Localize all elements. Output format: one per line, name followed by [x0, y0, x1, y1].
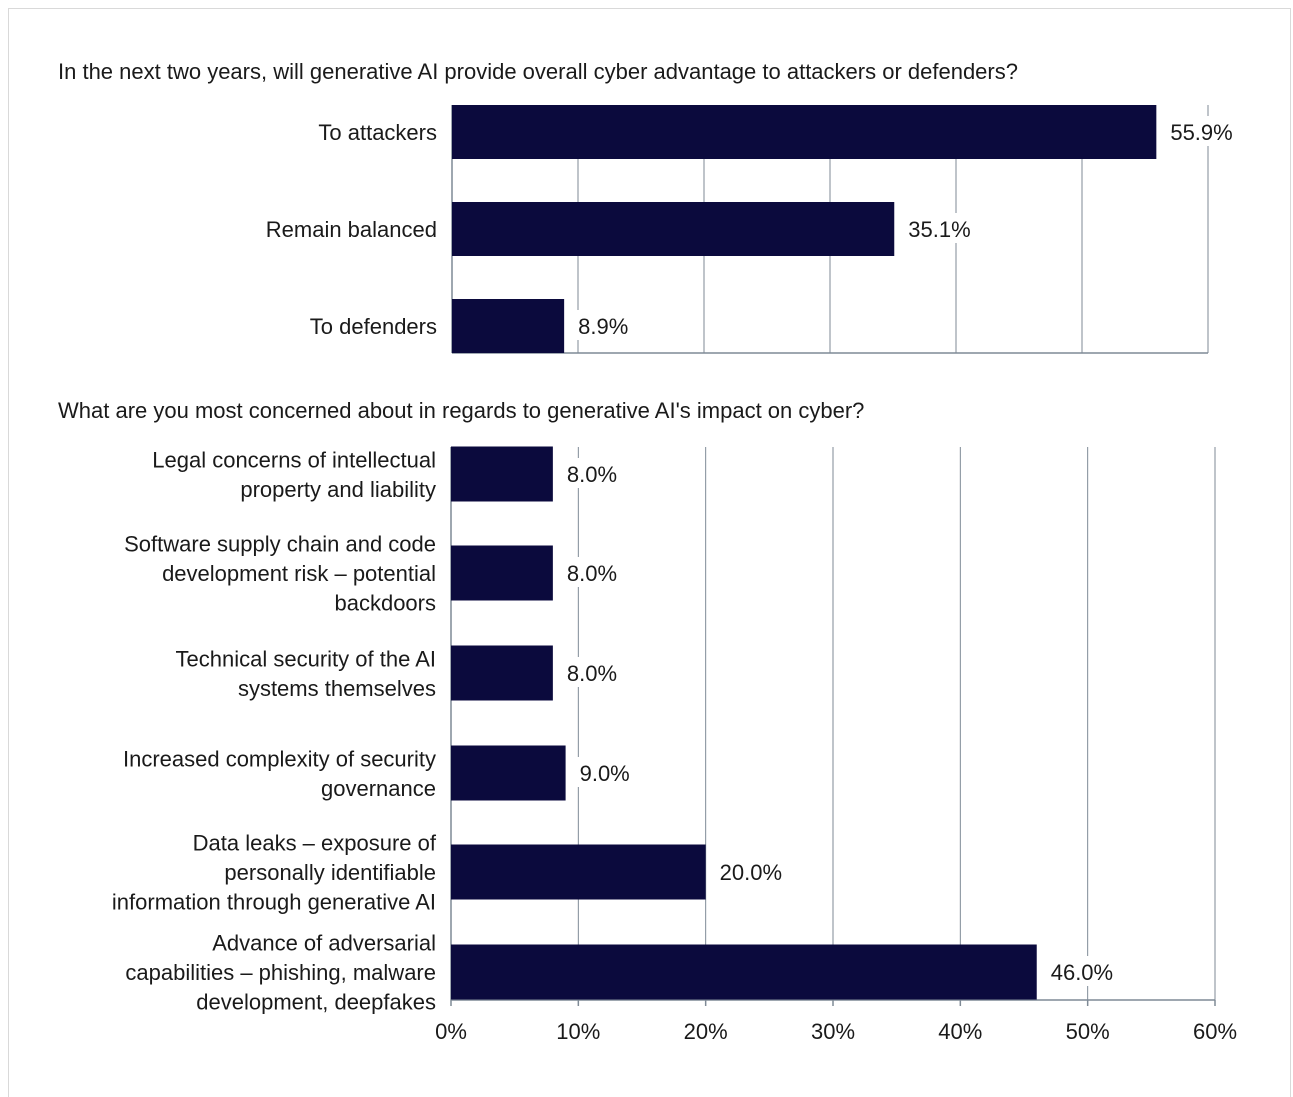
category-label: Increased complexity of security governan…: [123, 746, 436, 801]
chart-frame: [8, 8, 1291, 1097]
data-label: 9.0%: [580, 761, 630, 786]
data-label: 8.0%: [567, 462, 617, 487]
bar: [451, 944, 1037, 1000]
category-label-line: governance: [321, 776, 436, 801]
data-label: 8.9%: [578, 314, 628, 339]
data-label-bg: [1166, 116, 1232, 146]
category-label-line: Data leaks – exposure of: [193, 831, 437, 856]
data-label: 35.1%: [908, 217, 970, 242]
category-label: Technical security of the AI systems them…: [176, 646, 436, 701]
data-label-bg: [562, 458, 617, 488]
category-label: Legal concerns of intellectual property a…: [152, 447, 436, 502]
data-label: 55.9%: [1170, 120, 1232, 145]
data-label-bg: [715, 856, 782, 886]
category-label-line: capabilities – phishing, malware: [125, 960, 436, 985]
data-label-bg: [575, 757, 630, 787]
bar: [452, 202, 895, 256]
chart-2: What are you most concerned about in reg…: [58, 398, 1237, 1044]
bar: [451, 844, 706, 900]
category-label-line: Increased complexity of security: [123, 746, 436, 771]
category-label: Advance of adversarial capabilities – phi…: [125, 931, 436, 1015]
bar: [451, 446, 553, 502]
data-label-bg: [562, 557, 617, 587]
x-tick-label: 0%: [435, 1019, 467, 1044]
category-label-line: systems themselves: [238, 676, 436, 701]
x-tick-label: 30%: [811, 1019, 855, 1044]
x-tick-label: 10%: [556, 1019, 600, 1044]
data-label-bg: [574, 310, 629, 340]
data-label-bg: [562, 657, 617, 687]
category-label-line: backdoors: [334, 591, 436, 616]
bar: [451, 545, 553, 601]
x-tick-label: 50%: [1066, 1019, 1110, 1044]
category-label-line: Remain balanced: [266, 217, 437, 242]
data-label: 46.0%: [1051, 960, 1113, 985]
data-label: 8.0%: [567, 661, 617, 686]
category-label-line: development, deepfakes: [196, 990, 436, 1015]
bar: [452, 105, 1157, 159]
category-label-line: Legal concerns of intellectual: [152, 447, 436, 472]
data-label-bg: [904, 213, 970, 243]
category-label-line: Software supply chain and code: [124, 532, 436, 557]
chart-title: In the next two years, will generative A…: [58, 59, 1018, 84]
x-tick-label: 60%: [1193, 1019, 1237, 1044]
x-tick-label: 20%: [684, 1019, 728, 1044]
data-label: 20.0%: [720, 860, 782, 885]
category-label: To attackers: [318, 120, 437, 145]
x-tick-label: 40%: [938, 1019, 982, 1044]
category-label-line: development risk – potential: [162, 561, 436, 586]
bar: [452, 299, 565, 353]
category-label-line: Technical security of the AI: [176, 646, 436, 671]
chart-1: In the next two years, will generative A…: [58, 59, 1233, 354]
category-label-line: personally identifiable: [224, 860, 436, 885]
bar: [451, 745, 566, 801]
category-label-line: Advance of adversarial: [212, 931, 436, 956]
category-label: To defenders: [310, 314, 437, 339]
category-label-line: To defenders: [310, 314, 437, 339]
bar: [451, 645, 553, 701]
category-label-line: information through generative AI: [112, 890, 436, 915]
chart-title: What are you most concerned about in reg…: [58, 398, 864, 423]
data-label-bg: [1046, 956, 1113, 986]
category-label: Remain balanced: [266, 217, 437, 242]
category-label-line: property and liability: [240, 477, 436, 502]
data-label: 8.0%: [567, 561, 617, 586]
category-label: Software supply chain and code developmen…: [124, 532, 436, 616]
category-label: Data leaks – exposure of personally ident…: [112, 831, 437, 915]
category-label-line: To attackers: [318, 120, 437, 145]
